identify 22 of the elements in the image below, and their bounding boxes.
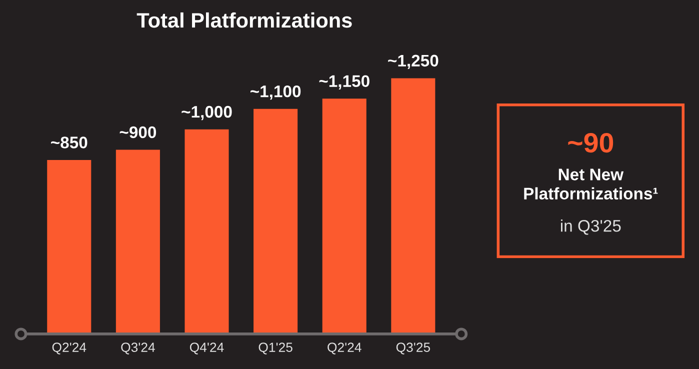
x-tick-label: Q4'24 [190, 342, 224, 354]
bar [254, 108, 298, 334]
bar [391, 78, 436, 334]
chart-title: Total Platformizations [136, 12, 352, 28]
text: ~90 [568, 132, 614, 153]
x-tick-label: Q3'24 [121, 342, 155, 354]
bar [47, 160, 92, 334]
data-label: ~1,150 [319, 75, 370, 90]
data-label: ~1,250 [388, 54, 438, 69]
data-label: ~900 [120, 126, 156, 138]
text: Net New Platformizations¹ [524, 168, 658, 200]
data-label: ~1,100 [250, 85, 301, 100]
x-tick-label: Q1'25 [258, 342, 292, 354]
bar [116, 150, 160, 334]
x-tick-label: Q2'24 [52, 342, 86, 354]
text: in Q3'25 [560, 220, 621, 235]
x-tick-label: Q3'25 [396, 342, 430, 354]
bar [322, 98, 366, 334]
x-tick-label: Q2'24 [328, 342, 362, 354]
data-label: ~850 [51, 136, 88, 148]
data-label: ~1,000 [182, 106, 232, 120]
bar [184, 129, 229, 334]
